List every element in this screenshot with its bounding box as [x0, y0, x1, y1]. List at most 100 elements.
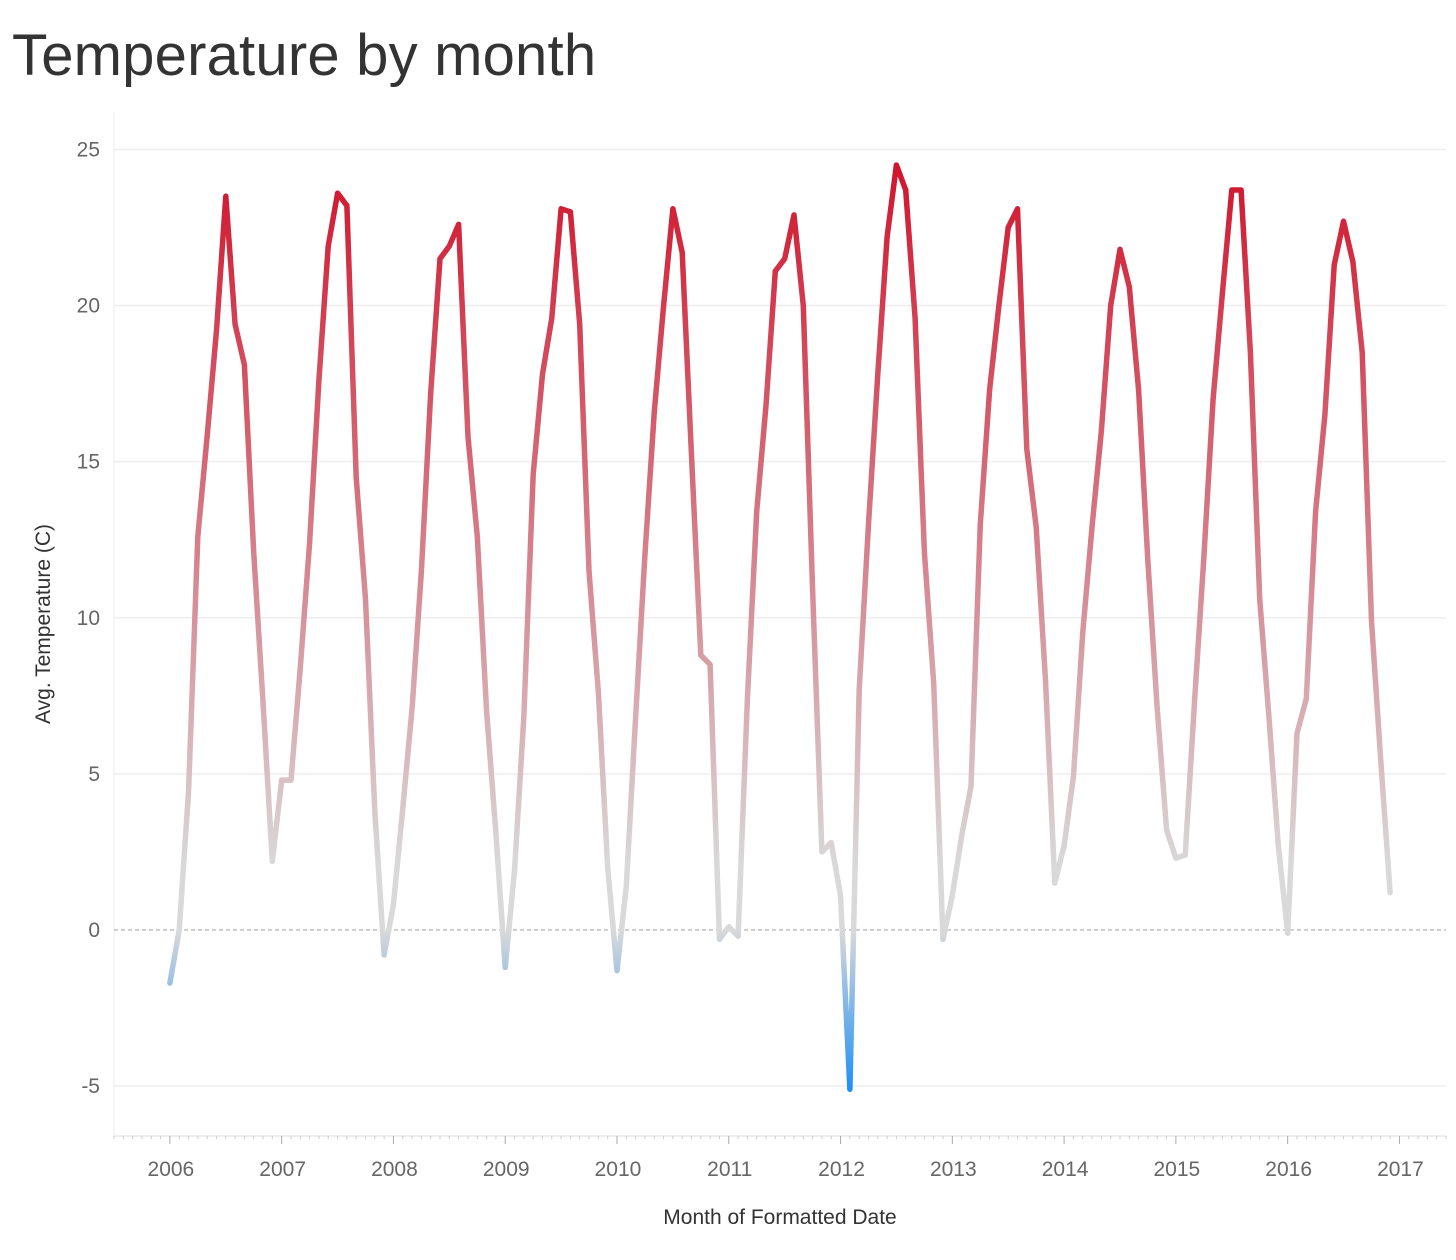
x-tick-label: 2012 — [818, 1158, 865, 1181]
data-point — [642, 552, 648, 558]
x-axis: 2006 2007 2008 2009 2010 2011 2012 2013 2014 2015… — [113, 1135, 1447, 1181]
data-point — [1033, 524, 1039, 530]
series-layer — [167, 162, 1393, 1092]
data-point — [1098, 427, 1104, 433]
data-point — [810, 587, 816, 593]
data-point — [269, 858, 275, 864]
x-axis-title: Month of Formatted Date — [663, 1206, 896, 1229]
data-point — [828, 839, 834, 846]
data-point — [772, 268, 778, 274]
data-point — [1191, 699, 1198, 705]
data-point — [763, 402, 769, 409]
data-point — [1070, 774, 1076, 780]
data-point — [847, 1086, 853, 1092]
data-point — [716, 936, 723, 942]
data-point — [856, 687, 862, 693]
data-point — [558, 206, 564, 212]
data-point — [1378, 758, 1384, 765]
data-point — [987, 387, 993, 393]
data-point — [1247, 349, 1253, 355]
data-point — [782, 256, 788, 262]
data-point — [1024, 446, 1030, 452]
data-point — [316, 377, 322, 384]
data-point — [381, 952, 387, 958]
data-point — [530, 471, 536, 477]
data-point — [335, 190, 341, 196]
data-point — [400, 805, 406, 811]
y-tick-label: 10 — [77, 607, 100, 630]
data-point — [204, 434, 210, 440]
data-point — [493, 830, 499, 836]
data-point — [456, 221, 462, 227]
data-point — [446, 243, 452, 249]
x-tick-label: 2015 — [1154, 1158, 1201, 1181]
data-point — [362, 596, 369, 602]
data-point — [390, 902, 396, 908]
data-point — [586, 568, 592, 574]
data-point — [260, 699, 266, 705]
data-point — [325, 243, 331, 249]
data-point — [1136, 387, 1142, 393]
series-line — [167, 162, 1393, 1092]
data-point — [791, 212, 797, 218]
x-tick-label: 2006 — [148, 1158, 195, 1181]
data-point — [865, 521, 872, 527]
data-point — [195, 534, 201, 540]
data-point — [940, 936, 946, 942]
data-point — [1285, 930, 1291, 936]
x-tick-label: 2010 — [595, 1158, 642, 1181]
data-point — [949, 893, 955, 899]
data-point — [1313, 509, 1319, 515]
data-point — [567, 209, 574, 215]
data-point — [539, 371, 546, 377]
data-point — [241, 362, 247, 368]
data-point — [1294, 730, 1300, 736]
data-point — [931, 680, 937, 686]
data-point — [959, 833, 965, 839]
gridlines — [114, 148, 1446, 1087]
x-tick-label: 2008 — [371, 1158, 418, 1181]
data-point — [1331, 262, 1337, 268]
data-point — [1322, 412, 1328, 418]
data-point — [1042, 677, 1049, 683]
data-point — [679, 249, 685, 256]
data-point — [213, 327, 220, 334]
data-point — [744, 696, 751, 702]
data-point — [1014, 206, 1021, 212]
data-point — [893, 162, 900, 168]
data-point — [1164, 827, 1170, 833]
data-point — [502, 964, 508, 971]
data-point — [1210, 396, 1216, 402]
data-point — [372, 808, 378, 814]
data-point — [623, 883, 629, 889]
data-point — [1080, 630, 1086, 637]
data-point — [1340, 218, 1347, 224]
data-point — [726, 924, 732, 930]
data-point — [1257, 596, 1263, 602]
data-point — [1108, 303, 1114, 309]
y-tick-label: 20 — [77, 295, 100, 318]
data-point — [670, 206, 676, 212]
data-point — [1359, 349, 1365, 355]
data-point — [1201, 555, 1207, 562]
data-point — [633, 715, 639, 721]
data-point — [344, 203, 350, 209]
data-point — [1061, 843, 1067, 849]
data-point — [661, 303, 667, 309]
data-point — [1303, 696, 1309, 702]
x-tick-label: 2014 — [1042, 1158, 1089, 1181]
data-point — [605, 864, 611, 871]
data-point — [996, 303, 1002, 309]
data-point — [707, 662, 713, 668]
data-point — [1266, 715, 1272, 721]
data-point — [1145, 559, 1151, 565]
data-point — [1052, 880, 1058, 886]
y-tick-label: 0 — [88, 919, 100, 942]
y-axis-ticks: 25 20 15 10 5 0 -5 — [77, 138, 100, 1098]
data-point — [688, 452, 695, 458]
data-point — [837, 893, 844, 899]
data-point — [1005, 224, 1011, 231]
data-point — [307, 540, 313, 546]
x-tick-label: 2016 — [1265, 1158, 1312, 1181]
